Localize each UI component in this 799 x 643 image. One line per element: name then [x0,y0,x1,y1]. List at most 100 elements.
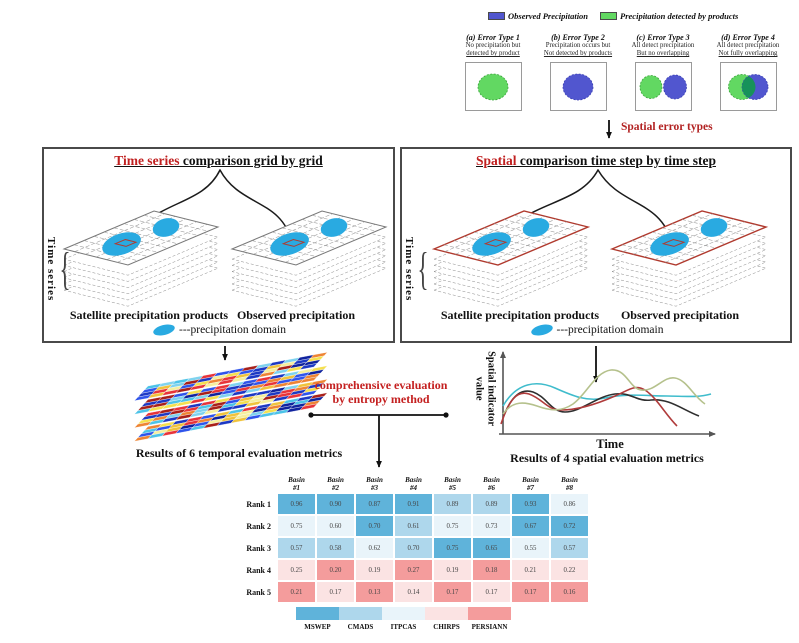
temporal-metrics-stack [122,350,362,446]
legend-item-observed: Observed Precipitation [488,11,588,21]
error-type-panel-1: (a) Error Type 1 No precipitation but de… [454,33,532,111]
error-type-caption: All detect precipitation [716,42,780,49]
error-type-title: (d) Error Type 4 [721,33,775,42]
temporal-comparison-panel: Time series comparison grid by grid Time… [42,147,395,343]
rank-cell: 0.17 [473,582,510,602]
error-type-panels: (a) Error Type 1 No precipitation but de… [454,33,787,111]
basin-column-header: Basin #8 [561,476,578,493]
error-type-caption: Not fully overlapping [718,50,778,58]
error-type-caption: No precipitation but [465,42,521,49]
title-highlight: Spatial [476,153,517,168]
rank-cell: 0.90 [317,494,354,514]
precipitation-domain-icon [153,324,175,336]
observed-precip-label: Observed precipitation [236,308,356,322]
product-name-label: PERSIANN [471,623,508,631]
rank-cell: 0.91 [395,494,432,514]
rank-cell: 0.21 [512,560,549,580]
rank-cell: 0.57 [278,538,315,558]
rank-row-label: Rank 5 [246,587,271,597]
rank-cell: 0.58 [317,538,354,558]
error-type-title: (a) Error Type 1 [466,33,520,42]
rank-cell: 0.96 [278,494,315,514]
rank-cell: 0.93 [512,494,549,514]
entropy-method-label: comprehensive evaluation by entropy meth… [288,378,474,407]
error-type-caption: Not detected by products [543,50,613,58]
rank-cell: 0.18 [473,560,510,580]
rank-cell: 0.65 [473,538,510,558]
observed-grid-stack [226,199,394,311]
rank-cell: 0.20 [317,560,354,580]
rank-cell: 0.57 [551,538,588,558]
precipitation-domain-legend: ---precipitation domain [402,323,790,337]
detected-color-swatch [600,12,618,20]
error-type-caption: Precipitation occurs but [545,42,611,49]
rank-cell: 0.70 [395,538,432,558]
time-series-axis-label: Time series [45,237,57,302]
basin-column-header: Basin #4 [405,476,422,493]
observed-precip-label: Observed precipitation [620,308,740,322]
product-name-label: CHIRPS [433,623,460,631]
basin-column-header: Basin #6 [483,476,500,493]
rank-cell: 0.70 [356,516,393,536]
product-name-label: ITPCAS [390,623,417,631]
rank-cell: 0.89 [434,494,471,514]
temporal-results-label: Results of 6 temporal evaluation metrics [135,446,343,460]
spatial-results-label: Results of 4 spatial evaluation metrics [510,451,704,465]
detected-label: Precipitation detected by products [620,11,739,21]
error-type-panel-3: (c) Error Type 3 All detect precipitatio… [624,33,702,111]
rank-cell: 0.73 [473,516,510,536]
product-legend-labels: MSWEP CMADS ITPCAS CHIRPS PERSIANN [296,623,511,631]
title-rest: comparison time step by time step [516,153,716,168]
observed-label: Observed Precipitation [508,11,589,21]
title-rest: comparison grid by grid [179,153,323,168]
error-type-title: (b) Error Type 2 [551,33,605,42]
precipitation-domain-icon [530,324,553,336]
error-type-panel-2: (b) Error Type 2 Precipitation occurs bu… [539,33,617,111]
rank-cell: 0.13 [356,582,393,602]
error-ellipse-diagram [719,61,777,111]
error-ellipse-diagram [549,61,607,111]
rank-cell: 0.72 [551,516,588,536]
rank-cell: 0.87 [356,494,393,514]
basin-column-header: Basin #2 [327,476,344,493]
chart-x-axis-label: Time [596,437,624,451]
rank-cell: 0.55 [512,538,549,558]
product-color-bar [296,607,511,620]
rank-cell: 0.17 [317,582,354,602]
rank-cell: 0.27 [395,560,432,580]
product-color-swatch [425,607,468,620]
spatial-error-types-label: Spatial error types [621,121,713,133]
product-color-swatch [382,607,425,620]
chart-y-axis-label: Spatial indicator value [474,351,497,427]
legend-item-detected: Precipitation detected by products [600,11,738,21]
precipitation-domain-text: ---precipitation domain [179,324,286,336]
rank-cell: 0.62 [356,538,393,558]
rank-cell: 0.75 [434,516,471,536]
time-series-axis-label: Time series [403,237,415,302]
precipitation-domain-legend: ---precipitation domain [44,323,393,337]
rank-row-label: Rank 4 [246,565,271,575]
rank-cell: 0.14 [395,582,432,602]
time-series-brace: { [417,243,429,294]
precipitation-domain-text: ---precipitation domain [556,324,664,336]
satellite-products-label: Satellite precipitation products [69,308,229,322]
panel-title: Spatial comparison time step by time ste… [402,153,790,169]
observed-color-swatch [488,12,505,20]
rank-cell: 0.67 [512,516,549,536]
error-type-panel-4: (d) Error Type 4 All detect precipitatio… [709,33,787,111]
basin-column-header: Basin #7 [522,476,539,493]
error-ellipse-diagram [634,61,692,111]
error-type-caption: detected by product [466,50,520,58]
rank-row-label: Rank 2 [246,521,271,531]
error-type-title: (c) Error Type 3 [636,33,690,42]
rank-cell: 0.19 [356,560,393,580]
rank-cell: 0.21 [278,582,315,602]
rank-cell: 0.75 [434,538,471,558]
product-color-swatch [296,607,339,620]
satellite-grid-stack [428,199,596,311]
error-legend: Observed Precipitation Precipitation det… [488,11,738,21]
time-series-brace: { [59,243,71,294]
satellite-products-label: Satellite precipitation products [440,308,600,322]
product-name-label: MSWEP [304,623,331,631]
